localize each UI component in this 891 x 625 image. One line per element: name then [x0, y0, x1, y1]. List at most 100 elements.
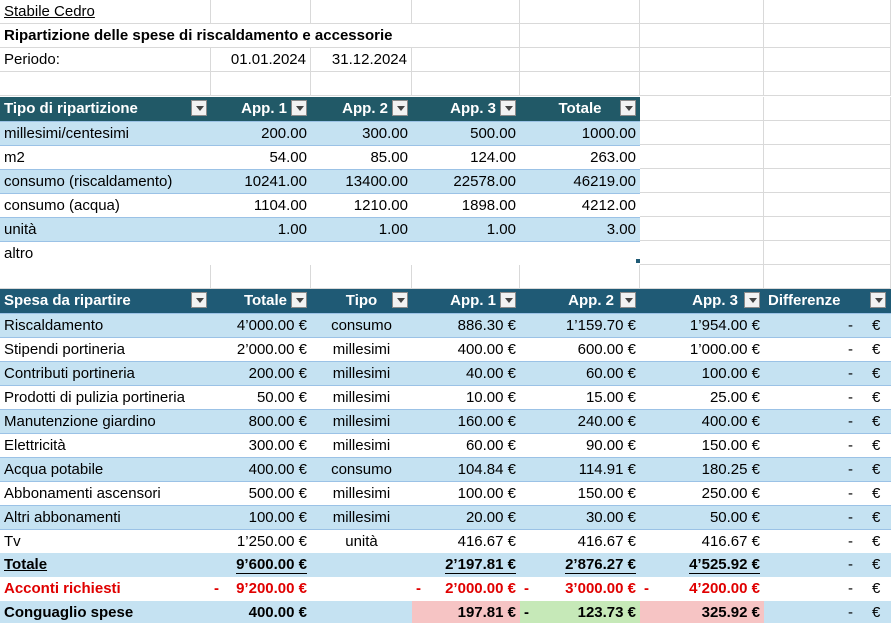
cell[interactable]	[311, 72, 412, 96]
t2-cell[interactable]: 300.00 €	[211, 433, 311, 457]
t2-row-label[interactable]: Tv	[0, 529, 211, 553]
sheet-title[interactable]: Ripartizione delle spese di riscaldament…	[0, 24, 412, 48]
cell[interactable]	[211, 72, 311, 96]
t1-cell[interactable]: 1.00	[211, 217, 311, 241]
t2-cell[interactable]: consumo	[311, 457, 412, 481]
t1-cell[interactable]: 10241.00	[211, 169, 311, 193]
totale-app1[interactable]: 2’197.81 €	[412, 553, 520, 577]
t2-cell[interactable]: 2’000.00 €	[211, 337, 311, 361]
filter-dropdown-icon[interactable]	[870, 292, 886, 308]
t1-cell[interactable]: 263.00	[520, 145, 640, 169]
acconti-diff[interactable]: - €	[764, 577, 891, 601]
acconti-label[interactable]: Acconti richiesti	[0, 577, 211, 601]
t1-cell[interactable]: 1210.00	[311, 193, 412, 217]
t1-cell[interactable]: 3.00	[520, 217, 640, 241]
cell[interactable]	[412, 24, 520, 48]
t1-cell[interactable]: 13400.00	[311, 169, 412, 193]
cell[interactable]	[764, 24, 891, 48]
t2-cell[interactable]: 60.00 €	[520, 361, 640, 385]
t2-cell[interactable]: 180.25 €	[640, 457, 764, 481]
totale-app3[interactable]: 4’525.92 €	[640, 553, 764, 577]
t2-cell[interactable]: millesimi	[311, 361, 412, 385]
t2-cell[interactable]: 250.00 €	[640, 481, 764, 505]
t2-header-differenze[interactable]: Differenze	[764, 289, 891, 313]
t1-header-totale[interactable]: Totale	[520, 97, 640, 121]
t2-cell[interactable]: 60.00 €	[412, 433, 520, 457]
t2-diff-cell[interactable]: - €	[764, 457, 891, 481]
t2-cell[interactable]: 800.00 €	[211, 409, 311, 433]
totale-diff[interactable]: - €	[764, 553, 891, 577]
cell[interactable]	[640, 72, 764, 96]
t2-cell[interactable]: millesimi	[311, 433, 412, 457]
t2-cell[interactable]: 20.00 €	[412, 505, 520, 529]
t2-cell[interactable]: 886.30 €	[412, 313, 520, 337]
t2-row-label[interactable]: Prodotti di pulizia portineria	[0, 385, 211, 409]
t1-cell[interactable]: 22578.00	[412, 169, 520, 193]
period-label[interactable]: Periodo:	[0, 48, 211, 72]
t2-header-totale[interactable]: Totale	[211, 289, 311, 313]
t2-diff-cell[interactable]: - €	[764, 385, 891, 409]
cell[interactable]	[764, 72, 891, 96]
t1-row-label[interactable]: unità	[0, 217, 211, 241]
t2-diff-cell[interactable]: - €	[764, 529, 891, 553]
acconti-app1[interactable]: -2’000.00 €	[412, 577, 520, 601]
t2-row-label[interactable]: Elettricità	[0, 433, 211, 457]
cell[interactable]	[640, 265, 764, 289]
conguaglio-label[interactable]: Conguaglio spese	[0, 601, 211, 623]
cell[interactable]	[764, 145, 891, 169]
cell[interactable]	[764, 265, 891, 289]
cell[interactable]	[764, 169, 891, 193]
t2-cell[interactable]: 160.00 €	[412, 409, 520, 433]
t2-cell[interactable]: consumo	[311, 313, 412, 337]
t2-cell[interactable]: 600.00 €	[520, 337, 640, 361]
cell[interactable]	[640, 121, 764, 145]
t1-row-label[interactable]: consumo (acqua)	[0, 193, 211, 217]
t2-header-spesa[interactable]: Spesa da ripartire	[0, 289, 211, 313]
conguaglio-app2[interactable]: -123.73 €	[520, 601, 640, 623]
t2-cell[interactable]: 1’954.00 €	[640, 313, 764, 337]
cell[interactable]	[640, 48, 764, 72]
cell[interactable]	[520, 0, 640, 24]
t1-cell[interactable]	[412, 241, 520, 265]
t2-cell[interactable]: millesimi	[311, 505, 412, 529]
cell[interactable]	[764, 0, 891, 24]
t2-cell[interactable]: 150.00 €	[640, 433, 764, 457]
t2-cell[interactable]: 90.00 €	[520, 433, 640, 457]
t1-cell[interactable]	[311, 241, 412, 265]
t2-row-label[interactable]: Acqua potabile	[0, 457, 211, 481]
cell[interactable]	[640, 193, 764, 217]
conguaglio-diff[interactable]: - €	[764, 601, 891, 623]
t2-row-label[interactable]: Stipendi portineria	[0, 337, 211, 361]
filter-dropdown-icon[interactable]	[500, 100, 516, 116]
t2-cell[interactable]: 40.00 €	[412, 361, 520, 385]
cell[interactable]	[640, 97, 764, 121]
t2-cell[interactable]: 30.00 €	[520, 505, 640, 529]
cell[interactable]	[640, 169, 764, 193]
t2-cell[interactable]: millesimi	[311, 385, 412, 409]
totale-total[interactable]: 9’600.00 €	[211, 553, 311, 577]
t1-row-label[interactable]: millesimi/centesimi	[0, 121, 211, 145]
t2-cell[interactable]: unità	[311, 529, 412, 553]
cell[interactable]	[412, 48, 520, 72]
t2-cell[interactable]: 50.00 €	[640, 505, 764, 529]
cell[interactable]	[764, 217, 891, 241]
period-end[interactable]: 31.12.2024	[311, 48, 412, 72]
t2-cell[interactable]: 416.67 €	[412, 529, 520, 553]
t2-diff-cell[interactable]: - €	[764, 337, 891, 361]
t1-cell[interactable]: 54.00	[211, 145, 311, 169]
cell[interactable]	[640, 241, 764, 265]
cell[interactable]	[412, 72, 520, 96]
filter-dropdown-icon[interactable]	[500, 292, 516, 308]
t2-cell[interactable]: 500.00 €	[211, 481, 311, 505]
cell[interactable]	[640, 145, 764, 169]
t2-cell[interactable]: 100.00 €	[640, 361, 764, 385]
t2-header-tipo[interactable]: Tipo	[311, 289, 412, 313]
filter-dropdown-icon[interactable]	[392, 292, 408, 308]
t2-cell[interactable]: 100.00 €	[412, 481, 520, 505]
filter-dropdown-icon[interactable]	[291, 292, 307, 308]
t1-cell[interactable]	[520, 241, 640, 265]
conguaglio-total[interactable]: 400.00 €	[211, 601, 311, 623]
t2-cell[interactable]: 200.00 €	[211, 361, 311, 385]
cell[interactable]	[764, 48, 891, 72]
t2-diff-cell[interactable]: - €	[764, 505, 891, 529]
